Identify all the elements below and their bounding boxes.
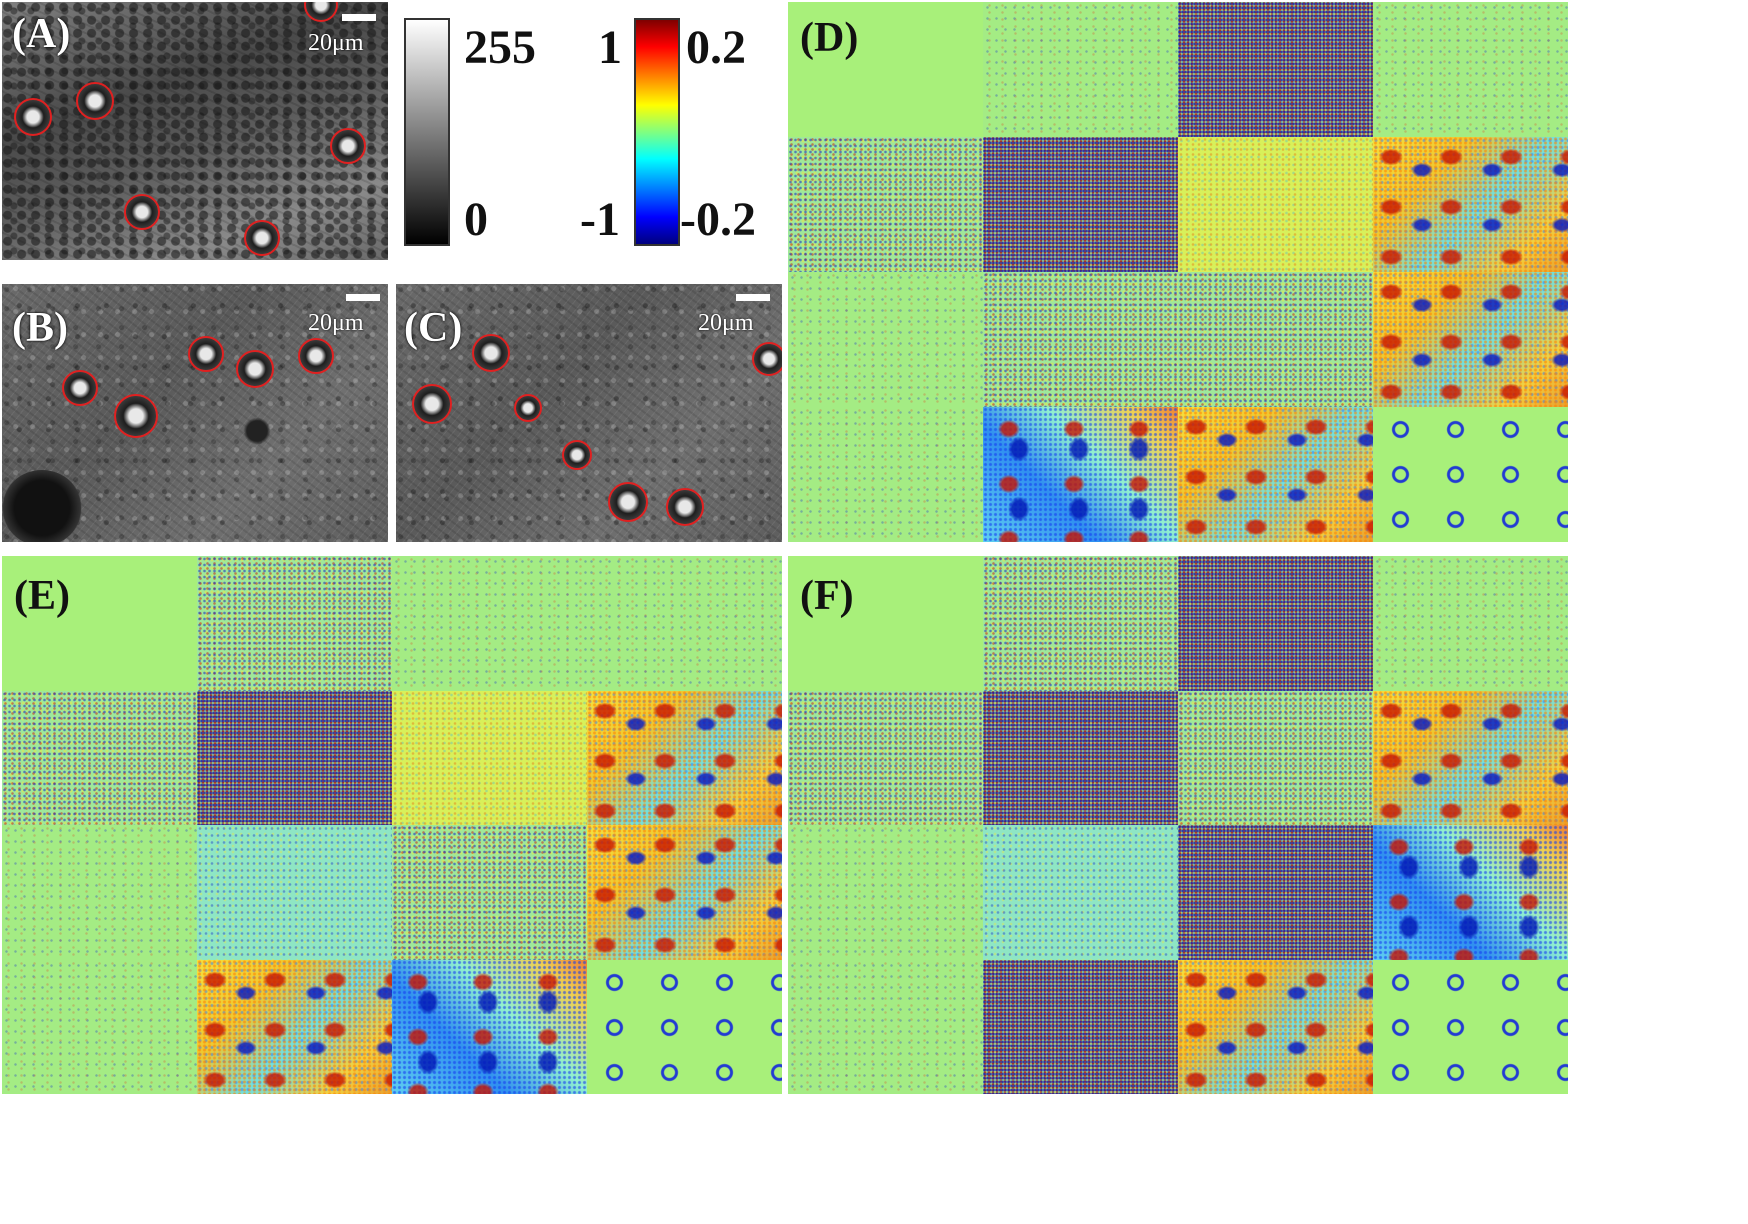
cell-marker xyxy=(76,82,114,120)
panel-e-tile-grid xyxy=(2,556,782,1094)
panel-f-label: (F) xyxy=(800,573,854,619)
cell-marker xyxy=(562,440,592,470)
gray-min-label: 0 xyxy=(464,193,488,246)
colormap-tile-d-14 xyxy=(983,407,1178,542)
jet-colorbar xyxy=(634,18,680,246)
dark-blob xyxy=(240,416,274,446)
panel-d-label: (D) xyxy=(800,15,859,61)
colormap-tile-d-16 xyxy=(1373,407,1568,542)
colormap-tile-f-1 xyxy=(788,556,983,691)
panel-b-micrograph: (B) 20μm xyxy=(2,284,388,542)
panel-e-label: (E) xyxy=(14,573,70,619)
cell-marker xyxy=(330,128,366,164)
panel-f-tile-grid xyxy=(788,556,1568,1094)
colormap-tile-e-6 xyxy=(197,690,392,825)
colormap-tile-e-11 xyxy=(392,825,587,960)
colormap-tile-e-7 xyxy=(392,690,587,825)
colormap-tile-f-5 xyxy=(788,690,983,825)
jet-max-left-label: 1 xyxy=(598,21,622,74)
cell-marker xyxy=(472,334,510,372)
panel-a-micrograph: (A) 20μm xyxy=(2,2,388,260)
gray-max-label: 255 xyxy=(464,21,536,74)
colormap-tile-e-1 xyxy=(2,556,197,691)
colormap-tile-d-3 xyxy=(1178,2,1373,137)
colormap-tile-f-6 xyxy=(983,690,1178,825)
panel-c-scalebar xyxy=(736,294,770,301)
cell-marker xyxy=(608,482,648,522)
colormap-tile-f-16 xyxy=(1373,959,1568,1094)
cell-marker xyxy=(514,394,542,422)
panel-b-label: (B) xyxy=(12,305,68,351)
cell-marker xyxy=(188,336,224,372)
colormap-tile-d-6 xyxy=(983,137,1178,272)
colormap-tile-d-1 xyxy=(788,2,983,137)
colormap-tile-e-8 xyxy=(587,690,782,825)
dark-blob xyxy=(2,470,82,542)
cell-marker xyxy=(304,2,338,22)
colormap-tile-e-3 xyxy=(392,556,587,691)
colormap-tile-f-12 xyxy=(1373,825,1568,960)
panel-b-scale-text: 20μm xyxy=(308,310,364,336)
colormap-tile-e-15 xyxy=(392,959,587,1094)
colormap-tile-f-8 xyxy=(1373,690,1568,825)
colormap-tile-e-2 xyxy=(197,556,392,691)
colormap-tile-d-13 xyxy=(788,407,983,542)
jet-min-right-label: -0.2 xyxy=(680,193,756,246)
colormap-tile-e-5 xyxy=(2,690,197,825)
cell-marker xyxy=(412,384,452,424)
panel-c-scale-text: 20μm xyxy=(698,310,754,336)
colormap-tile-f-7 xyxy=(1178,690,1373,825)
cell-marker xyxy=(62,370,98,406)
cell-marker xyxy=(298,338,334,374)
cell-marker xyxy=(666,488,704,526)
colormap-tile-d-11 xyxy=(1178,272,1373,407)
cell-marker xyxy=(752,342,782,376)
colormap-tile-f-10 xyxy=(983,825,1178,960)
colormap-tile-e-9 xyxy=(2,825,197,960)
colormap-tile-e-13 xyxy=(2,959,197,1094)
cell-marker xyxy=(124,194,160,230)
colormap-tile-f-14 xyxy=(983,959,1178,1094)
colormap-tile-d-7 xyxy=(1178,137,1373,272)
colormap-tile-f-3 xyxy=(1178,556,1373,691)
cell-marker xyxy=(114,394,158,438)
colormap-tile-f-11 xyxy=(1178,825,1373,960)
colormap-tile-e-14 xyxy=(197,959,392,1094)
colormap-tile-d-2 xyxy=(983,2,1178,137)
colormap-tile-d-4 xyxy=(1373,2,1568,137)
colormap-tile-d-15 xyxy=(1178,407,1373,542)
panel-d-tile-grid xyxy=(788,2,1568,542)
panel-a-label: (A) xyxy=(12,11,71,57)
colormap-tile-d-12 xyxy=(1373,272,1568,407)
colormap-tile-e-12 xyxy=(587,825,782,960)
colormap-tile-f-4 xyxy=(1373,556,1568,691)
cell-marker xyxy=(244,220,280,256)
colormap-tile-f-2 xyxy=(983,556,1178,691)
colormap-tile-d-8 xyxy=(1373,137,1568,272)
colormap-tile-d-9 xyxy=(788,272,983,407)
colormap-tile-f-15 xyxy=(1178,959,1373,1094)
colormap-tile-e-10 xyxy=(197,825,392,960)
cell-marker xyxy=(14,98,52,136)
jet-min-left-label: -1 xyxy=(580,193,620,246)
colormap-tile-e-16 xyxy=(587,959,782,1094)
colormap-tile-d-10 xyxy=(983,272,1178,407)
panel-c-label: (C) xyxy=(404,305,463,351)
colormap-tile-e-4 xyxy=(587,556,782,691)
panel-a-scalebar xyxy=(342,14,376,21)
grayscale-colorbar xyxy=(404,18,450,246)
panel-c-micrograph: (C) 20μm xyxy=(396,284,782,542)
panel-a-scale-text: 20μm xyxy=(308,30,364,56)
cell-marker xyxy=(236,350,274,388)
panel-b-scalebar xyxy=(346,294,380,301)
colormap-tile-f-13 xyxy=(788,959,983,1094)
jet-max-right-label: 0.2 xyxy=(686,21,746,74)
colormap-tile-f-9 xyxy=(788,825,983,960)
colormap-tile-d-5 xyxy=(788,137,983,272)
